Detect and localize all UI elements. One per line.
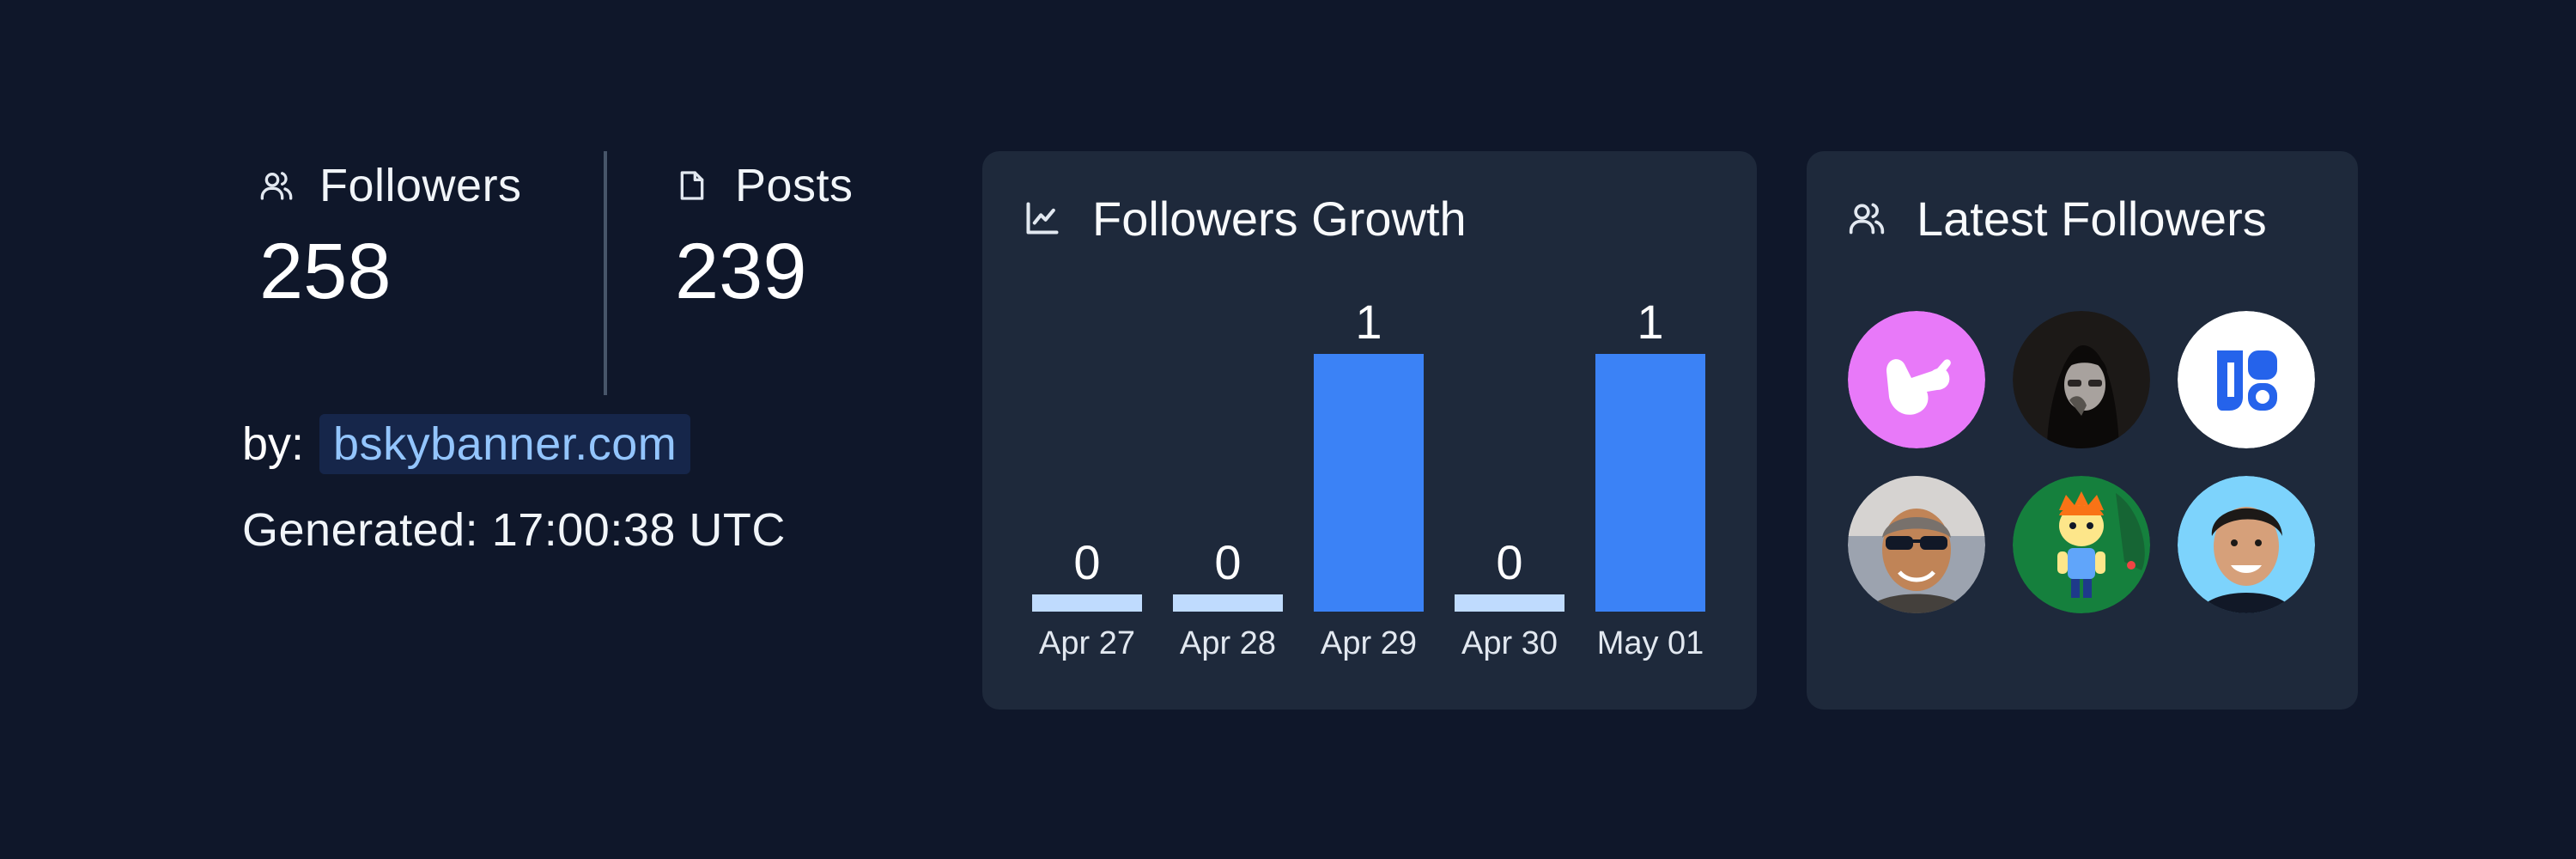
bskybanner-link[interactable]: bskybanner.com [319, 414, 691, 474]
avatar-woman-dark[interactable] [2013, 311, 2150, 448]
bar-apr-29 [1314, 354, 1424, 612]
x-tick-label: Apr 29 [1321, 625, 1417, 661]
avatar-bluesky-logo[interactable] [2178, 311, 2315, 448]
bar-apr-30 [1455, 594, 1564, 612]
growth-panel-header: Followers Growth [1024, 184, 1467, 253]
bar-value-label: 0 [1496, 535, 1522, 589]
x-tick-label: Apr 28 [1180, 625, 1276, 661]
by-prefix: by: [242, 418, 305, 470]
bar-apr-27 [1032, 594, 1142, 612]
person-avatar-icon [1848, 476, 1985, 613]
bar-value-label: 1 [1355, 295, 1382, 349]
x-tick-label: Apr 27 [1039, 625, 1135, 661]
bar-value-label: 0 [1073, 535, 1100, 589]
users-icon [259, 168, 294, 203]
followers-growth-panel: Followers Growth 0 Apr 27 0 Apr 28 1 Apr 29 0 A… [982, 151, 1757, 710]
posts-stat: Posts 239 [675, 151, 854, 311]
line-chart-icon [1024, 199, 1061, 237]
avatar-shaka-hand[interactable] [1848, 311, 1985, 448]
latest-panel-title: Latest Followers [1917, 191, 2267, 246]
followers-growth-chart: 0 Apr 27 0 Apr 28 1 Apr 29 0 Apr 30 1 May 01 [1032, 295, 1705, 661]
bar-value-label: 0 [1214, 535, 1241, 589]
growth-panel-title: Followers Growth [1092, 191, 1467, 246]
latest-followers-panel: Latest Followers [1807, 151, 2358, 710]
bar-value-label: 1 [1637, 295, 1663, 349]
followers-label: Followers [319, 160, 522, 211]
posts-label: Posts [735, 160, 854, 211]
bar-may-01 [1595, 354, 1705, 612]
generated-timestamp: Generated: 17:00:38 UTC [242, 504, 786, 556]
stat-divider [604, 151, 607, 395]
document-icon [675, 168, 709, 203]
by-line: by: bskybanner.com [242, 414, 691, 474]
bar-apr-28 [1173, 594, 1283, 612]
latest-panel-header: Latest Followers [1848, 184, 2267, 253]
avatar-young-man[interactable] [2178, 476, 2315, 613]
avatar-cartoon-character[interactable] [2013, 476, 2150, 613]
followers-count: 258 [259, 228, 392, 315]
shaka-hand-icon [1848, 311, 1985, 448]
cartoon-avatar-icon [2013, 476, 2150, 613]
person-avatar-icon [2178, 476, 2315, 613]
logo-avatar-icon [2178, 311, 2315, 448]
x-tick-label: May 01 [1597, 625, 1704, 661]
users-icon [1848, 199, 1886, 237]
person-avatar-icon [2013, 311, 2150, 448]
avatar-man-sunglasses[interactable] [1848, 476, 1985, 613]
x-tick-label: Apr 30 [1461, 625, 1558, 661]
posts-count: 239 [675, 228, 807, 315]
followers-stat: Followers 258 [259, 151, 522, 311]
stats-block: Followers 258 Posts 239 by: bskybanner.c… [242, 151, 929, 581]
